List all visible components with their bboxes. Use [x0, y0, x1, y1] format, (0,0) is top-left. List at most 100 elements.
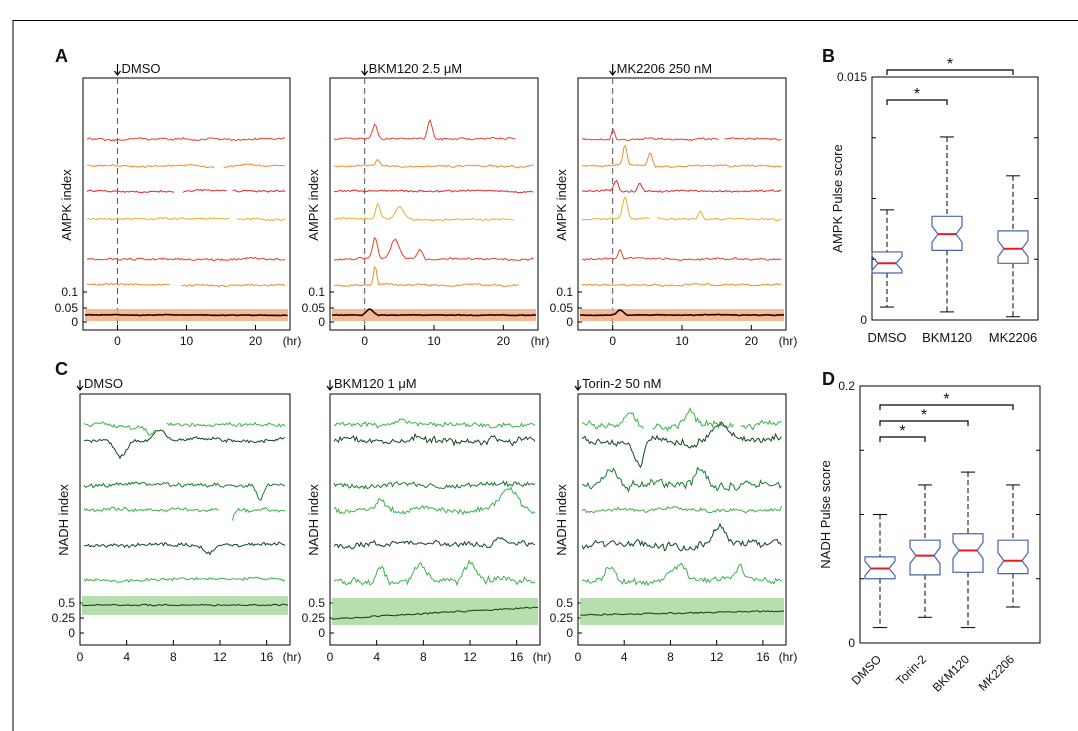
panel-d-x-label: BKM120 [930, 652, 973, 695]
panel-a-treatment-arrow [114, 64, 121, 76]
panel-c-cell-trace [83, 429, 286, 460]
panel-a-x-tick-label: 20 [745, 334, 759, 348]
panel-b-y-tick-label: 0.015 [837, 70, 867, 84]
panel-a-mean-trace [84, 313, 288, 317]
panel-c-cell-trace [581, 562, 782, 587]
panel-c-y-label: NADH index [56, 484, 71, 556]
panel-c-x-tick-label: 8 [667, 650, 674, 664]
panel-c-mean-trace [81, 603, 289, 607]
panel-d-box-MK2206 [997, 484, 1029, 608]
panel-b-box [871, 251, 903, 274]
panel-c-x-tick-label: 8 [170, 650, 177, 664]
panel-a-y-tick-label: 0.1 [61, 285, 78, 299]
panel-c-mean-trace [331, 606, 538, 620]
panel-c-cell-trace [581, 505, 782, 514]
panel-c-mean-band [332, 598, 538, 625]
panel-c-cell-trace [333, 480, 536, 490]
panel-b-y-tick-label: 0 [860, 313, 867, 327]
panel-c-cell-trace [581, 522, 782, 552]
panel-d-box [997, 539, 1029, 575]
panel-d-box [864, 556, 896, 580]
panel-c-cell-trace [581, 421, 782, 469]
panel-a-x-tick-label: 0 [361, 334, 368, 348]
panel-a-axes-frame [329, 77, 539, 331]
panel-c-x-tick-label: 12 [463, 650, 477, 664]
panel-letter-B: B [822, 46, 835, 66]
panel-a-y-tick-label: 0.05 [302, 301, 326, 315]
panel-c-axes-frame [79, 393, 291, 646]
panel-c-x-tick-label: 16 [260, 650, 274, 664]
panel-a-y-tick-label: 0.05 [550, 301, 574, 315]
panel-c-x-unit: (hr) [779, 650, 798, 664]
panel-a-treatment-arrow [609, 64, 617, 76]
panel-a-y-tick-label: 0 [71, 315, 78, 329]
panel-a-x-tick-label: 10 [427, 334, 441, 348]
panel-b-x-label: BKM120 [922, 330, 972, 345]
panel-b-y-label: AMPK Pulse score [830, 144, 845, 252]
panel-b-box [997, 230, 1029, 264]
panel-c-y-tick-label: 0.25 [550, 611, 574, 625]
panel-a-x-unit: (hr) [779, 334, 798, 348]
panel-c-y-tick-label: 0.25 [302, 611, 326, 625]
panel-a-cell-trace [86, 163, 286, 169]
panel-a-x-tick-label: 0 [609, 334, 616, 348]
panel-a-cell-trace [333, 236, 534, 262]
panel-a-x-unit: (hr) [283, 334, 302, 348]
panel-c-y-tick-label: 0.5 [556, 596, 573, 610]
panel-d-box-Torin-2 [909, 484, 941, 618]
panel-b-significance-star: * [914, 86, 920, 103]
panel-c-cell-trace [83, 576, 286, 584]
panel-a-mean-trace [579, 309, 785, 317]
panel-c-x-tick-label: 16 [756, 650, 770, 664]
panel-d-box [909, 539, 941, 576]
panel-c-treatment-label: BKM120 1 μM [334, 376, 417, 391]
panel-c-x-tick-label: 0 [575, 650, 582, 664]
panel-a-cell-trace [333, 202, 515, 222]
panel-c-mean-trace [579, 610, 785, 616]
panel-c-x-tick-label: 16 [510, 650, 524, 664]
panel-c-x-tick-label: 4 [373, 650, 380, 664]
panel-c-cell-trace [83, 541, 286, 556]
panel-a-cell-trace [333, 158, 534, 169]
panel-a-cell-trace [86, 282, 286, 288]
panel-c-x-tick-label: 4 [123, 650, 130, 664]
panel-b-box-MK2206 [997, 175, 1029, 318]
panel-c-x-tick-label: 12 [710, 650, 724, 664]
panel-c-y-tick-label: 0 [318, 626, 325, 640]
panel-a-x-unit: (hr) [531, 334, 550, 348]
panel-d-significance-star: * [921, 407, 927, 424]
panel-d-x-label: Torin-2 [893, 652, 929, 688]
panel-c-cell-trace [83, 481, 286, 501]
panel-a-cell-trace [581, 128, 782, 142]
panel-d-significance-bracket [879, 436, 926, 442]
panel-c-cell-trace [581, 406, 782, 433]
panel-d-significance-star: * [943, 391, 949, 408]
panel-c-y-tick-label: 0 [68, 626, 75, 640]
panel-b-box-BKM120 [931, 136, 963, 313]
panel-a-y-label: AMPK index [306, 169, 321, 241]
panel-d-x-label: DMSO [849, 652, 884, 687]
panel-c-cell-trace [333, 537, 536, 550]
panel-letter-D: D [822, 369, 835, 389]
panel-c-cell-trace [83, 421, 286, 437]
panel-d-significance-bracket [879, 404, 1014, 410]
panel-c-x-tick-label: 4 [621, 650, 628, 664]
panel-c-treatment-arrow [326, 380, 334, 391]
panel-b-box-DMSO [871, 209, 903, 308]
panel-b-significance-bracket [886, 99, 948, 105]
panel-c-cell-trace [333, 418, 536, 429]
panel-c-x-tick-label: 12 [213, 650, 227, 664]
panel-c-cell-trace [333, 432, 536, 447]
panel-b-x-label: DMSO [868, 330, 907, 345]
panel-a-y-tick-label: 0.05 [55, 301, 79, 315]
panel-d-box-DMSO [864, 514, 896, 629]
panel-b-box [931, 215, 963, 251]
panel-c-y-label: NADH index [306, 484, 321, 556]
panel-a-x-tick-label: 20 [249, 334, 263, 348]
panel-c-axes-frame [577, 393, 787, 646]
panel-a-cell-trace [334, 189, 534, 194]
